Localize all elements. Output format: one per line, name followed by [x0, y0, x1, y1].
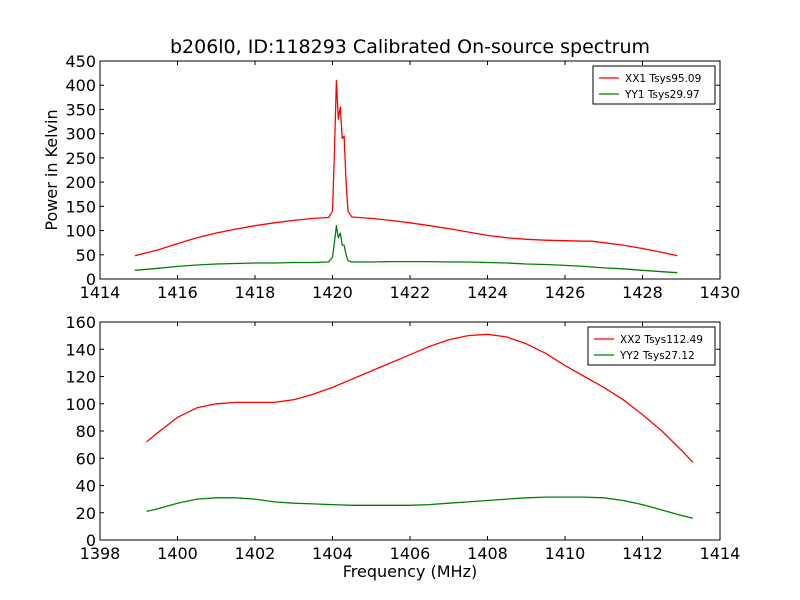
x-tick-label: 1414 [80, 283, 121, 302]
y-tick-label: 40 [76, 477, 96, 496]
x-tick-label: 1420 [312, 283, 353, 302]
y-tick-label: 100 [65, 222, 96, 241]
y-tick-label: 50 [76, 246, 96, 265]
y-tick-label: 160 [65, 313, 96, 332]
y-tick-label: 250 [65, 149, 96, 168]
y-tick-label: 400 [65, 76, 96, 95]
y-tick-label: 0 [86, 270, 96, 289]
x-tick-label: 1412 [622, 544, 663, 563]
x-axis-label: Frequency (MHz) [343, 562, 477, 581]
y-axis-label: Power in Kelvin [42, 109, 61, 230]
series-line-xx2 [146, 333, 694, 463]
y-tick-label: 300 [65, 125, 96, 144]
bottom-panel: 1398 1400 1402 1404 1406 1408 1410 1412 1414 0 20 4… [65, 313, 740, 563]
x-tick-label: 1414 [700, 544, 741, 563]
top-panel: 1414 1416 1418 1420 1422 1424 1426 1428 1430 0 50 1… [65, 52, 740, 302]
y-tick-label: 20 [76, 504, 96, 523]
series-line-yy1 [134, 225, 678, 274]
x-tick-label: 1426 [545, 283, 586, 302]
y-tick-label: 150 [65, 197, 96, 216]
y-tick-label: 80 [76, 422, 96, 441]
x-tick-label: 1428 [622, 283, 663, 302]
legend-box [592, 65, 716, 105]
legend-label: XX1 Tsys95.09 [625, 73, 701, 85]
x-tick-label: 1408 [467, 544, 508, 563]
x-tick-label: 1418 [235, 283, 276, 302]
y-tick-label: 100 [65, 395, 96, 414]
legend-box [587, 326, 716, 366]
x-tick-label: 1424 [467, 283, 508, 302]
x-tick-label: 1410 [545, 544, 586, 563]
y-tick-label: 350 [65, 100, 96, 119]
series-line-yy2 [146, 496, 694, 519]
y-tick-label: 60 [76, 449, 96, 468]
x-tick-label: 1406 [390, 544, 431, 563]
x-tick-label: 1416 [157, 283, 198, 302]
x-tick-label: 1398 [80, 544, 121, 563]
legend-label: YY2 Tsys27.12 [619, 350, 695, 362]
x-tick-label: 1400 [157, 544, 198, 563]
x-tick-label: 1402 [235, 544, 276, 563]
y-tick-label: 120 [65, 368, 96, 387]
figure-title: b206l0, ID:118293 Calibrated On-source s… [170, 36, 650, 58]
series-line-xx1 [134, 79, 678, 257]
legend-label: YY1 Tsys29.97 [624, 89, 700, 101]
y-tick-label: 450 [65, 52, 96, 71]
y-tick-label: 140 [65, 340, 96, 359]
legend-label: XX2 Tsys112.49 [620, 334, 703, 346]
x-tick-label: 1430 [700, 283, 741, 302]
y-tick-label: 0 [86, 531, 96, 550]
x-tick-label: 1422 [390, 283, 431, 302]
y-tick-label: 200 [65, 173, 96, 192]
x-tick-label: 1404 [312, 544, 353, 563]
